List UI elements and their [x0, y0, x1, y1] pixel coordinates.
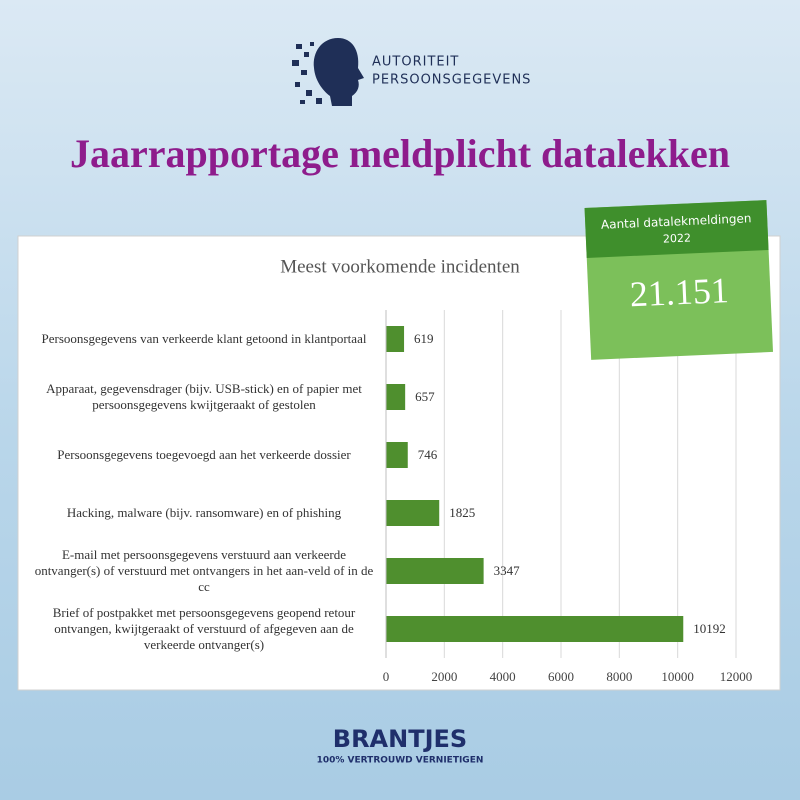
y-tick-label: Persoonsgegevens toegevoegd aan het verk… [57, 447, 351, 462]
bar [386, 616, 684, 642]
x-tick-label: 6000 [548, 669, 574, 684]
bar [386, 558, 484, 584]
page-title: Jaarrapportage meldplicht datalekken [70, 131, 730, 176]
logo-head [313, 38, 364, 106]
bar [386, 326, 405, 352]
x-tick-label: 8000 [606, 669, 632, 684]
y-tick-label: E-mail met persoonsgegevens verstuurd aa… [34, 547, 374, 594]
kpi-value: 21.151 [629, 270, 730, 314]
brand: BRANTJES [333, 725, 467, 753]
value-label: 746 [418, 447, 438, 462]
value-label: 657 [415, 389, 435, 404]
kpi-card-header [584, 200, 769, 258]
y-tick-label: Hacking, malware (bijv. ransomware) en o… [66, 505, 342, 520]
x-tick-label: 0 [383, 669, 390, 684]
x-tick-label: 10000 [661, 669, 694, 684]
brand-tagline: 100% VERTROUWD VERNIETIGEN [317, 756, 484, 766]
value-label: 619 [414, 331, 434, 346]
value-label: 10192 [693, 621, 726, 636]
category-label-box: Persoonsgegevens van verkeerde klant get… [41, 331, 367, 346]
plot: 0 2000 4000 6000 8000 10000 12000 Persoonsgegev… [34, 310, 753, 684]
logo-pixels [292, 42, 322, 104]
value-label: 3347 [494, 563, 521, 578]
y-tick-label: Apparaat, gegevensdrager (bijv. USB-stic… [46, 381, 362, 412]
bar [386, 384, 406, 410]
category-label-box: Hacking, malware (bijv. ransomware) en o… [66, 505, 342, 520]
x-tick-label: 12000 [720, 669, 753, 684]
category-label-box: Apparaat, gegevensdrager (bijv. USB-stic… [46, 381, 362, 412]
category-label-box: E-mail met persoonsgegevens verstuurd aa… [34, 547, 374, 594]
logo: AUTORITEIT PERSOONSGEGEVENS [292, 38, 531, 106]
x-tick-label: 4000 [490, 669, 516, 684]
category-label-box: Brief of postpakket met persoonsgegevens… [52, 605, 356, 652]
kpi-label: Aantal datalekmeldingen [601, 211, 752, 232]
chart-title: Meest voorkomende incidenten [280, 256, 520, 277]
x-tick-label: 2000 [431, 669, 457, 684]
bar [386, 500, 440, 526]
kpi-year: 2022 [663, 231, 692, 245]
y-tick-label: Brief of postpakket met persoonsgegevens… [52, 605, 356, 652]
category-label-box: Persoonsgegevens toegevoegd aan het verk… [57, 447, 351, 462]
value-label: 1825 [449, 505, 475, 520]
kpi-card: Aantal datalekmeldingen 2022 21.151 [584, 200, 774, 360]
org-name: PERSOONSGEGEVENS [372, 73, 531, 88]
org-name: AUTORITEIT [372, 55, 459, 70]
y-tick-label: Persoonsgegevens van verkeerde klant get… [41, 331, 367, 346]
bar [386, 442, 408, 468]
